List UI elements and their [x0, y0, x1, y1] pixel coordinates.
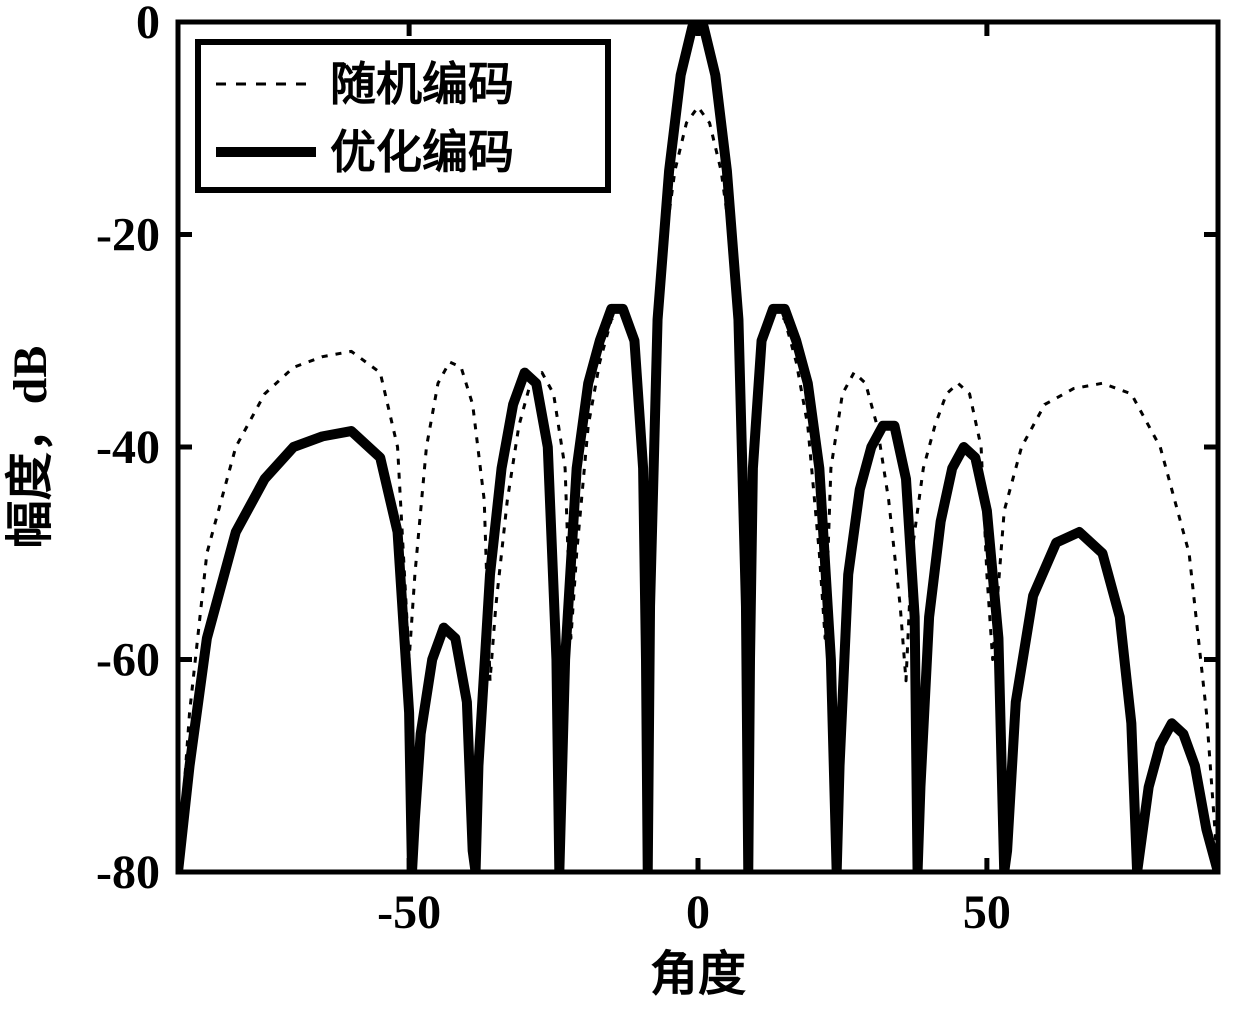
xtick-label: -50 [377, 886, 441, 939]
ytick-label: -60 [96, 634, 160, 687]
ytick-label: -40 [96, 421, 160, 474]
legend-label: 优化编码 [330, 127, 514, 178]
ylabel: 幅度，dB [4, 346, 57, 549]
ytick-label: 0 [136, 0, 160, 49]
ytick-label: -80 [96, 846, 160, 899]
legend-label: 随机编码 [330, 59, 514, 110]
xlabel: 角度 [650, 948, 746, 1001]
xtick-label: 50 [963, 886, 1011, 939]
chart-svg: -50 0 50 -80 -60 -40 -20 0 角度 幅度，dB 随机编码优化编码 [0, 0, 1240, 1007]
xtick-label: 0 [686, 886, 710, 939]
ytick-label: -20 [96, 209, 160, 262]
chart-container: -50 0 50 -80 -60 -40 -20 0 角度 幅度，dB 随机编码优化编码 [0, 0, 1240, 1007]
